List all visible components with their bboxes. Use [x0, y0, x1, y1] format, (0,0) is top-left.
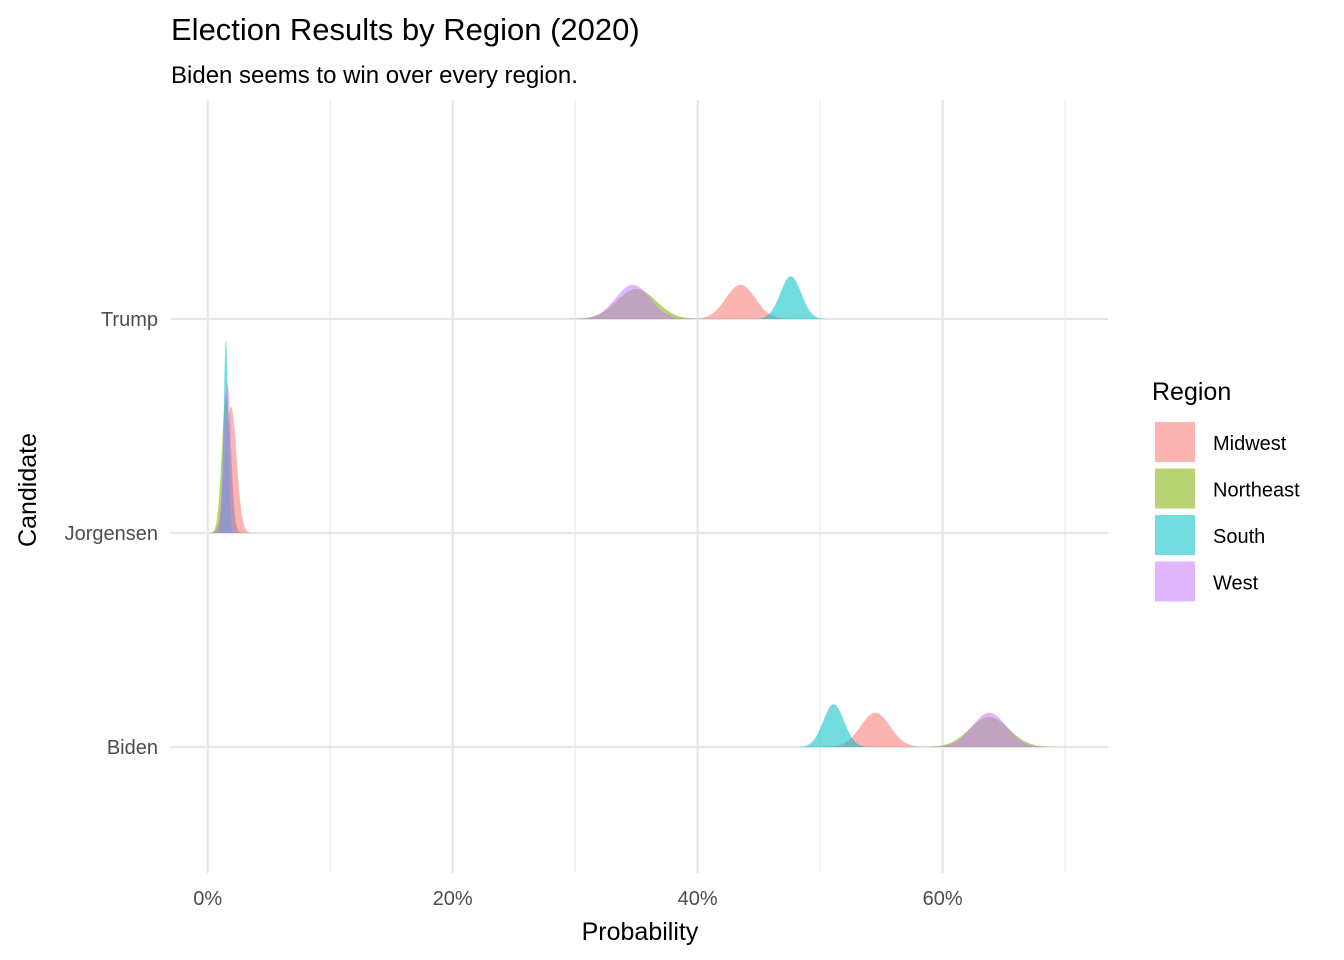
x-tick-label: 20%: [433, 888, 473, 910]
density-west-trump: [571, 284, 695, 319]
x-tick-label: 40%: [678, 888, 718, 910]
y-tick-label: Trump: [101, 309, 158, 331]
legend: Region Midwest Northeast South West: [1152, 378, 1300, 602]
legend-label-northeast: Northeast: [1213, 480, 1300, 502]
legend-swatch-midwest: [1155, 422, 1195, 462]
density-midwest-biden: [822, 712, 929, 747]
legend-label-west: West: [1213, 573, 1259, 595]
y-tick-label: Jorgensen: [65, 523, 158, 545]
density-south-biden: [796, 704, 872, 747]
density-west-jorgensen: [214, 383, 241, 533]
density-midwest-trump: [687, 284, 794, 319]
y-axis-ticks: Biden Jorgensen Trump: [65, 309, 158, 759]
density-west-biden: [927, 712, 1051, 747]
chart-title: Election Results by Region (2020): [171, 12, 640, 47]
legend-swatch-northeast: [1155, 468, 1195, 509]
x-tick-label: 60%: [923, 888, 963, 910]
x-axis-title: Probability: [582, 918, 699, 946]
chart-subtitle: Biden seems to win over every region.: [171, 62, 578, 89]
legend-swatch-west: [1155, 561, 1195, 602]
density-south-trump: [753, 276, 829, 319]
y-tick-label: Biden: [107, 737, 158, 759]
x-tick-label: 0%: [193, 888, 222, 910]
legend-label-south: South: [1213, 526, 1265, 548]
y-axis-title: Candidate: [14, 433, 42, 547]
legend-label-midwest: Midwest: [1213, 433, 1287, 455]
x-axis-ticks: 0% 20% 40% 60%: [193, 888, 963, 910]
gridlines: [171, 100, 1108, 873]
legend-swatch-south: [1155, 515, 1195, 555]
density-areas: [210, 276, 1060, 747]
legend-title: Region: [1152, 378, 1231, 406]
